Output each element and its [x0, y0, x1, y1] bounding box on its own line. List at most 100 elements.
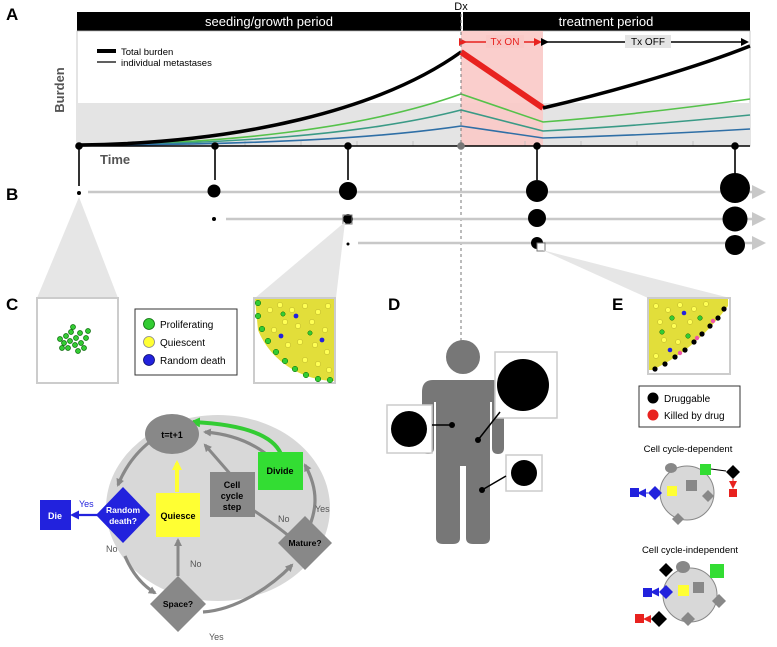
treated-druggable-cells	[652, 306, 727, 372]
total-burden-treated-line	[459, 49, 545, 111]
node-divide-label: Divide	[266, 466, 293, 476]
x-axis-label: Time	[100, 152, 130, 167]
panel-d: D	[386, 295, 558, 544]
series-line-1	[79, 93, 751, 146]
node-quiesce	[156, 493, 200, 537]
panel-b-letter: B	[6, 185, 18, 204]
node-tick	[145, 414, 199, 454]
treated-dead-cells	[667, 310, 687, 353]
edge-label-space-no: No	[190, 559, 202, 569]
node-space	[150, 576, 206, 632]
tumor-t4-row1	[526, 180, 548, 202]
tumor-t2-row1	[207, 184, 221, 198]
metastasis-left	[391, 411, 427, 447]
zoom-wedge-growth	[255, 222, 345, 298]
pointer-bottom-dot	[479, 487, 485, 493]
tumor-t4-row2	[528, 209, 546, 227]
total-burden-line	[79, 50, 463, 147]
node-random-death	[96, 487, 150, 543]
treated-proliferating-cells	[659, 315, 703, 339]
metastasis-bottom	[511, 460, 537, 486]
legend-individual-label: individual metastases	[121, 58, 212, 69]
growth-section-core	[255, 299, 334, 381]
node-mature	[278, 516, 332, 570]
tumor-t3-row1	[339, 182, 357, 200]
legend-proliferating-swatch	[143, 318, 155, 330]
mini-flowchart-independent	[635, 561, 726, 627]
panel-e: E Druggable Killed by d	[542, 250, 741, 627]
dx-label: Dx	[454, 1, 468, 13]
legend-killed-swatch	[647, 409, 659, 421]
inset-seed-cluster	[36, 297, 119, 384]
edge-label-space-yes: Yes	[209, 632, 224, 642]
patient-silhouette	[422, 340, 504, 544]
timeline	[75, 142, 750, 186]
treated-quiescent-cells	[653, 301, 709, 359]
timepoint-dot-3	[344, 142, 352, 150]
legend-proliferating-label: Proliferating	[160, 320, 213, 331]
timepoint-dot-4	[533, 142, 541, 150]
seeding-period-bar	[77, 12, 461, 31]
node-step-line1: Cell	[224, 480, 241, 490]
arrow-step-to-tick	[203, 443, 234, 477]
zoom-wedge-seed	[37, 197, 118, 298]
node-divide	[258, 452, 303, 490]
mini-dependent-title: Cell cycle-dependent	[644, 444, 733, 455]
node-die	[40, 500, 71, 530]
tx-off-label: Tx OFF	[631, 37, 665, 48]
series-line-2	[79, 109, 751, 146]
treatment-period-label: treatment period	[559, 14, 654, 29]
node-random-death-line2: death?	[109, 516, 137, 526]
legend-druggable-swatch	[647, 392, 659, 404]
node-mature-label: Mature?	[288, 538, 321, 548]
cell-fate-flowchart: t=t+1 Divide Cell cycle step Quiesce Ran…	[40, 414, 332, 642]
edge-label-mature-no: No	[278, 514, 290, 524]
node-step-line2: cycle	[221, 491, 244, 501]
node-random-death-line1: Random	[106, 505, 140, 515]
arrow-divide-loop	[190, 417, 283, 455]
zoom-box-growth	[342, 214, 353, 225]
growth-section-proliferating-cells	[254, 299, 334, 384]
series-line-3	[79, 125, 751, 146]
total-burden-regrowth-line	[542, 44, 751, 110]
legend-druggable-label: Druggable	[664, 394, 711, 405]
drug-legend	[638, 385, 741, 428]
zoom-wedge-treatment	[542, 250, 730, 298]
treated-killed-cells	[677, 318, 716, 356]
edge-label-death-no: No	[106, 544, 118, 554]
tumor-t5-row1	[720, 173, 750, 203]
panel-b: B	[6, 173, 766, 255]
growth-section-quiescent-cells	[267, 302, 332, 373]
pointer-left-dot	[449, 422, 455, 428]
node-die-label: Die	[48, 511, 62, 521]
seed-cluster-cells	[57, 324, 91, 354]
mini-flowchart-dependent	[630, 463, 740, 525]
timepoint-dot-5	[731, 142, 739, 150]
node-step-line3: step	[223, 502, 242, 512]
arrow-death-to-space	[123, 555, 157, 595]
treatment-period-bar	[463, 12, 750, 31]
mini-independent-title: Cell cycle-independent	[642, 545, 738, 556]
growth-section-dead-cells	[278, 313, 325, 343]
pointer-top-dot	[475, 437, 481, 443]
node-cell-cycle-step	[210, 472, 255, 517]
panel-a: A seeding/growth period treatment period…	[6, 1, 751, 167]
panel-a-letter: A	[6, 5, 18, 24]
tx-off-label-bg	[625, 35, 671, 48]
edge-label-mature-yes: Yes	[315, 504, 330, 514]
tumor-t3-row3	[346, 242, 350, 246]
tumor-t2-row2	[212, 217, 216, 221]
legend-random-death-label: Random death	[160, 356, 226, 367]
panel-d-letter: D	[388, 295, 400, 314]
tumor-t5-row2	[722, 206, 748, 232]
legend-quiescent-label: Quiescent	[160, 338, 205, 349]
tx-on-shading	[461, 31, 543, 146]
panel-c: C	[6, 197, 345, 642]
pointer-bottom	[481, 475, 507, 491]
arrow-divide-to-tick	[203, 428, 266, 455]
legend-random-death-swatch	[143, 354, 155, 366]
tumor-t5-row3	[725, 235, 745, 255]
panel-c-letter: C	[6, 295, 18, 314]
tumor-t1-row1	[77, 191, 81, 195]
